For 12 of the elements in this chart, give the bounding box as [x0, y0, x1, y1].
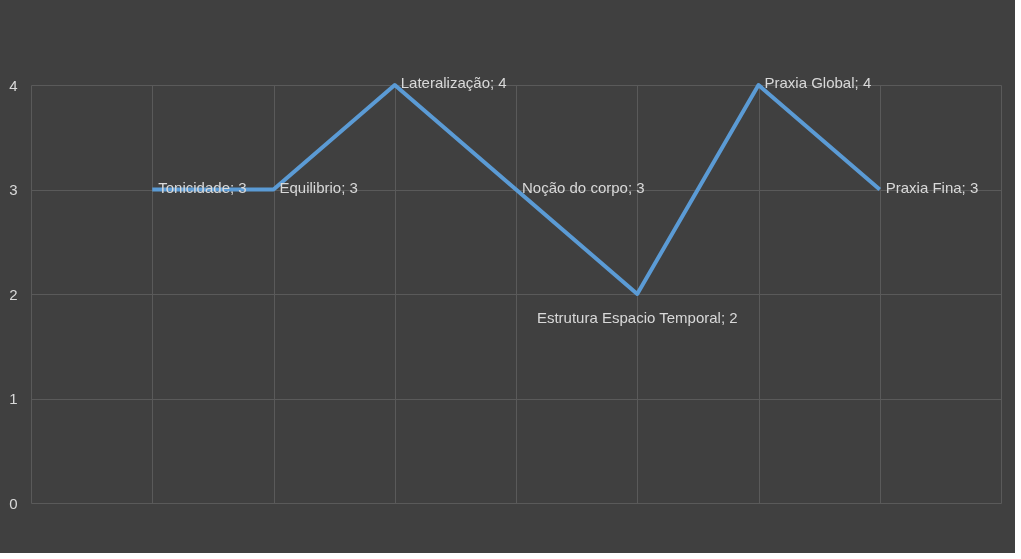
y-tick-label: 1: [9, 390, 18, 407]
text: Praxia Fina; 3: [885, 178, 979, 196]
text: Lateralização; 4: [400, 74, 507, 91]
y-tick-label: 2: [9, 285, 18, 303]
y-tick-label: 4: [9, 76, 18, 94]
y-tick-label: 3: [9, 181, 18, 198]
text: Tonicidade; 3: [158, 178, 247, 196]
y-tick-label: 0: [9, 494, 18, 512]
text: Noção do corpo; 3: [522, 178, 645, 196]
text: Equilibrio; 3: [279, 178, 358, 196]
text: Praxia Global; 4: [764, 74, 872, 91]
text: Estrutura Espacio Temporal; 2: [536, 309, 738, 326]
